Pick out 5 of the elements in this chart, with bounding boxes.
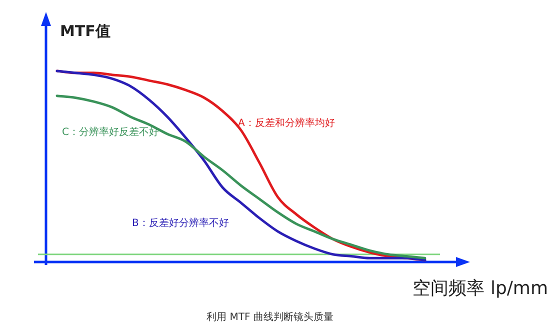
series-label: A：反差和分辨率均好: [238, 117, 335, 129]
x-axis-title: 空间频率 lp/mm: [412, 278, 548, 299]
y-axis-title: MTF值: [60, 22, 110, 40]
text: 利用 MTF 曲线判断镜头质量: [206, 311, 334, 323]
series-label: B：反差好分辨率不好: [132, 217, 229, 229]
